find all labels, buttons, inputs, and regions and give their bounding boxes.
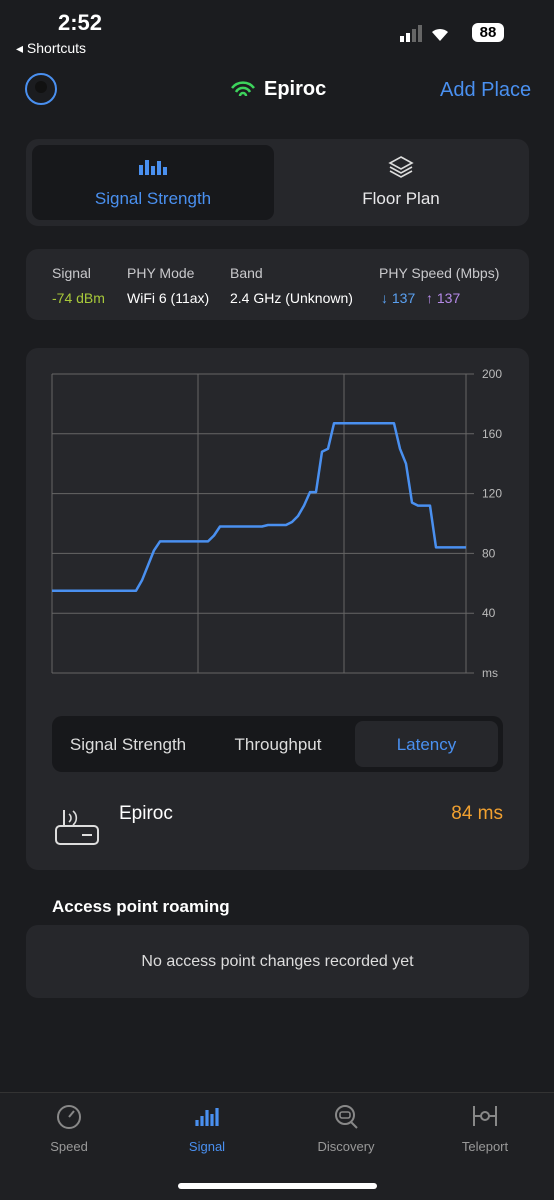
info-label: PHY Speed (Mbps) — [379, 265, 500, 281]
info-label: PHY Mode — [127, 265, 195, 281]
avatar[interactable] — [24, 72, 60, 108]
tab-selected-bg — [32, 145, 274, 220]
back-link[interactable]: ◂ Shortcuts — [16, 40, 87, 56]
empty-message: No access point changes recorded yet — [141, 953, 414, 970]
speed-icon[interactable] — [54, 1103, 84, 1129]
y-tick-label: 200 — [482, 367, 502, 381]
tab[interactable]: Signal Strength — [94, 189, 212, 208]
add-place[interactable]: Add Place — [440, 79, 532, 101]
home-indicator — [178, 1183, 377, 1189]
y-tick-label: ms — [482, 666, 498, 680]
teleport-icon[interactable] — [470, 1103, 500, 1129]
metric-selected-bg — [355, 721, 498, 767]
tab[interactable]: Floor Plan — [362, 189, 440, 208]
data-line — [52, 422, 466, 593]
wifi-icon — [231, 81, 255, 97]
current-value: 84 ms — [451, 803, 503, 824]
info-value: -74 dBm — [52, 290, 105, 306]
info-label: Band — [230, 265, 263, 281]
y-tick-label: 120 — [482, 487, 502, 501]
tab-bar-item[interactable]: Speed — [50, 1139, 88, 1154]
clock: 2:52 — [58, 10, 103, 35]
tab-bar — [0, 1092, 554, 1200]
y-tick-label: 80 — [482, 546, 496, 560]
ap-name: Epiroc — [119, 803, 173, 824]
status-icons — [400, 25, 448, 42]
chart-card — [26, 348, 529, 870]
metric-tab[interactable]: Signal Strength — [69, 735, 187, 754]
chart: ms 40 80 120 160 200 — [51, 367, 502, 680]
router-icon — [55, 810, 99, 845]
discovery-icon[interactable] — [332, 1103, 360, 1131]
battery: 88 — [472, 23, 504, 42]
signal-icon[interactable] — [194, 1106, 220, 1128]
metric-tab[interactable]: Latency — [396, 735, 457, 754]
y-tick-label: 40 — [482, 606, 496, 620]
info-card — [26, 249, 529, 320]
tab-bar-item[interactable]: Discovery — [317, 1139, 375, 1154]
info-value: 2.4 GHz (Unknown) — [230, 290, 353, 306]
info-label: Signal — [52, 265, 91, 281]
y-tick-label: 160 — [482, 427, 502, 441]
network-name: Epiroc — [264, 78, 327, 100]
signal-tab-icon — [139, 160, 167, 175]
tab-bar-item[interactable]: Teleport — [461, 1139, 509, 1154]
metric-tab[interactable]: Throughput — [234, 735, 322, 754]
speed-down: ↓ 137 — [381, 290, 416, 306]
floor-tab-icon — [388, 156, 414, 178]
tab-bar-item[interactable]: Signal — [188, 1139, 226, 1154]
section-title: Access point roaming — [52, 897, 230, 916]
roaming-card — [26, 925, 529, 998]
back-text[interactable]: Shortcuts — [26, 40, 87, 56]
speed-up: ↑ 137 — [426, 290, 461, 306]
info-value: WiFi 6 (11ax) — [127, 290, 210, 306]
